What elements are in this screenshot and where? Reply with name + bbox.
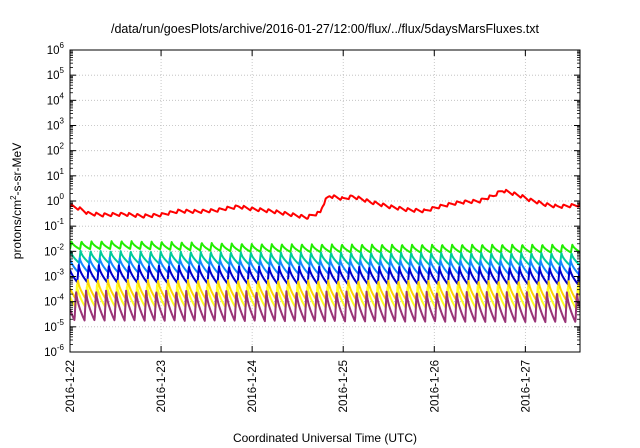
chart-title: /data/run/goesPlots/archive/2016-01-27/1…	[111, 22, 540, 36]
y-tick-label: 10-4	[44, 293, 64, 309]
series-group	[70, 188, 580, 324]
y-tick-label: 101	[47, 167, 65, 183]
y-axis-label: protons/cm2-s-sr-MeV	[9, 143, 24, 259]
series-line-0	[70, 188, 580, 220]
series-line-3	[70, 256, 580, 276]
series-line-7	[70, 289, 580, 324]
x-tick-label: 2016-1-25	[338, 360, 350, 412]
y-axis-label-superscript: 2	[9, 195, 18, 200]
y-tick-label: 104	[47, 91, 65, 107]
y-tick-label: 10-6	[44, 343, 64, 359]
x-tick-label: 2016-1-27	[520, 360, 532, 412]
y-tick-label: 10-2	[44, 242, 64, 258]
x-tick-labels: 2016-1-22 2016-1-23 2016-1-24 2016-1-25 2016…	[65, 359, 532, 412]
y-tick-labels: 10-6 10-5 10-4 10-3 10-2 10-1 100 101 102 103 104 1…	[44, 41, 64, 359]
y-tick-label: 10-1	[44, 217, 64, 233]
y-tick-label: 100	[47, 192, 65, 208]
y-tick-label: 105	[47, 66, 65, 82]
y-tick-label: 103	[47, 117, 65, 133]
series-line-4	[70, 264, 580, 286]
x-axis-label: Coordinated Universal Time (UTC)	[233, 431, 417, 445]
x-tick-label: 2016-1-26	[429, 360, 441, 412]
y-axis-label-prefix: protons/cm	[10, 200, 24, 259]
x-tick-label: 2016-1-22	[65, 360, 77, 412]
y-tick-label: 106	[47, 41, 65, 57]
x-tick-label: 2016-1-23	[156, 360, 168, 412]
x-tick-label: 2016-1-24	[247, 359, 259, 412]
plot-area	[69, 49, 581, 353]
y-tick-label: 102	[47, 142, 65, 158]
y-tick-label: 10-3	[44, 268, 64, 284]
grid-lines	[70, 50, 580, 352]
series-line-2	[70, 249, 580, 267]
y-axis-label-suffix: -s-sr-MeV	[10, 143, 24, 196]
y-tick-label: 10-5	[44, 318, 64, 334]
series-line-1	[70, 240, 580, 254]
axis-ticks	[69, 49, 580, 353]
